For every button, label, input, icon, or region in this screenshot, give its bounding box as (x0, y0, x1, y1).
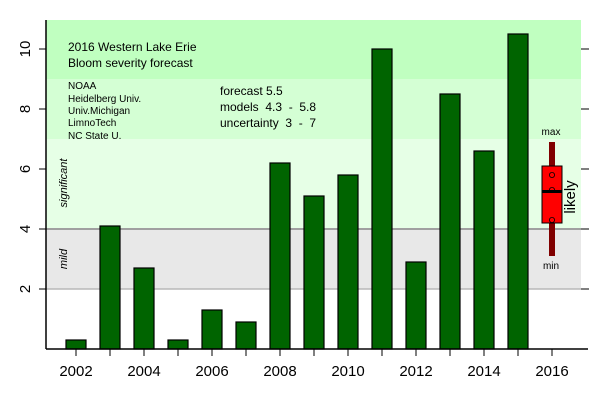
uncertainty-range-annotation: uncertainty 3 - 7 (220, 116, 316, 130)
x-tick-label: 2008 (263, 363, 296, 380)
contributor-label: NC State U. (68, 131, 121, 142)
forecast-boxplot (541, 142, 563, 256)
bar-2013 (439, 93, 461, 350)
y-tick-label: 2 (17, 285, 34, 293)
bar-2009 (303, 195, 325, 350)
y-tick-label: 4 (17, 225, 34, 233)
x-tick-label: 2006 (195, 363, 228, 380)
bar-2015 (507, 33, 529, 350)
x-tick-label: 2016 (535, 363, 568, 380)
bar-2011 (371, 48, 393, 350)
model-point (549, 216, 556, 223)
bar-2004 (133, 267, 155, 350)
model-point (549, 171, 556, 178)
band-label-significant: significant (58, 158, 70, 208)
bars-group (65, 33, 529, 350)
forecast-value-annotation: forecast 5.5 (220, 84, 283, 98)
axes-group: 2 4 6 8 10 2002 2004 2006 2008 2010 2012 2014 2016 (17, 20, 589, 380)
bar-2012 (405, 261, 427, 350)
y-tick-label: 6 (17, 165, 34, 173)
chart-subtitle: Bloom severity forecast (68, 56, 193, 70)
forecast-likely-box (541, 165, 563, 224)
bar-2006 (201, 309, 223, 350)
contributor-label: Heidelberg Univ. (68, 94, 141, 105)
model-point (549, 186, 556, 193)
chart-title: 2016 Western Lake Erie (68, 40, 197, 54)
band-region (46, 20, 581, 79)
x-tick-label: 2004 (127, 363, 160, 380)
y-tick-label: 10 (17, 41, 34, 58)
contributor-label: Univ.Michigan (68, 106, 130, 117)
x-tick-label: 2010 (331, 363, 364, 380)
x-tick-label: 2012 (399, 363, 432, 380)
band-region (46, 79, 581, 139)
x-tick-label: 2002 (59, 363, 92, 380)
forecast-max-label: max (542, 127, 561, 138)
contributor-label: NOAA (68, 81, 97, 92)
x-tick-label: 2014 (467, 363, 500, 380)
bar-2005 (167, 339, 189, 350)
bar-2014 (473, 150, 495, 350)
contributor-label: LimnoTech (68, 118, 116, 129)
forecast-likely-label: likely (562, 180, 579, 214)
band-label-mild: mild (58, 248, 70, 269)
bar-2008 (269, 162, 291, 350)
bar-2003 (99, 225, 121, 350)
bar-2010 (337, 174, 359, 350)
bar-2002 (65, 339, 87, 350)
models-range-annotation: models 4.3 - 5.8 (220, 100, 316, 114)
y-tick-label: 8 (17, 105, 34, 113)
forecast-min-label: min (543, 261, 559, 272)
bar-2007 (235, 321, 257, 350)
